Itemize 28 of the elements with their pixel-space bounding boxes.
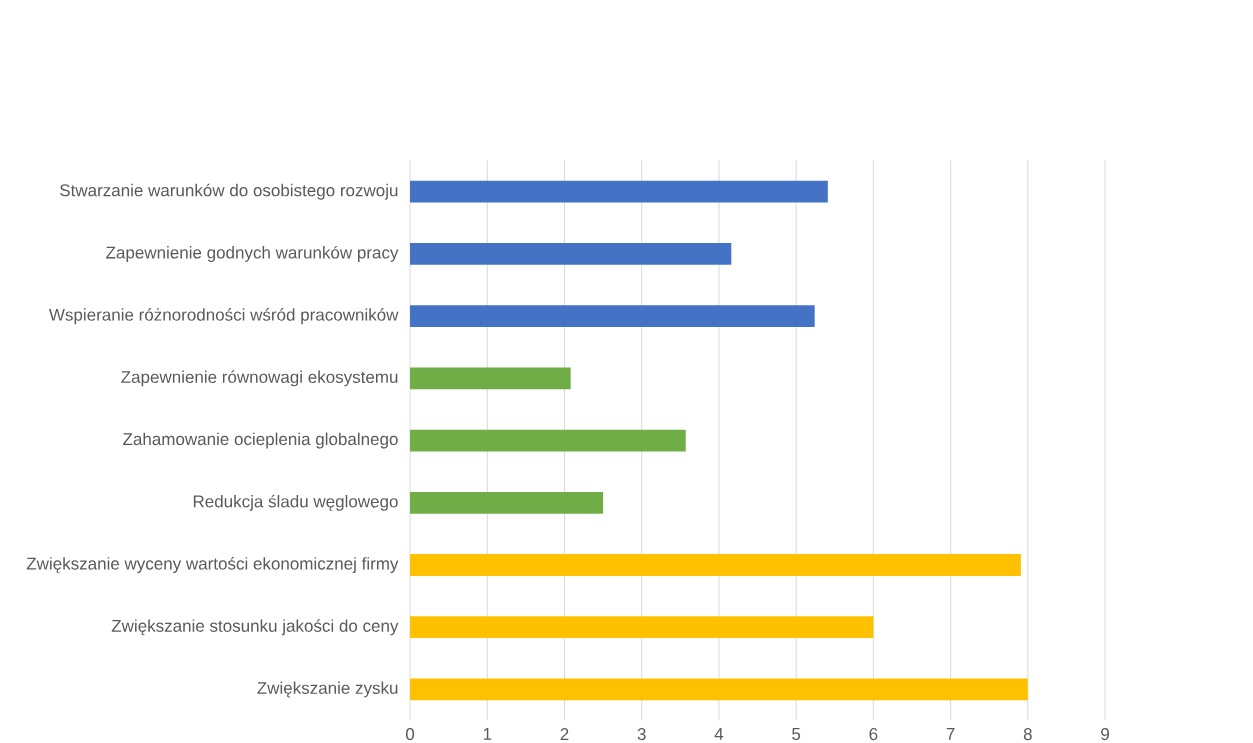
- y-tick-label: Zapewnienie równowagi ekosystemu: [121, 370, 398, 387]
- y-tick-label: Zwiększanie stosunku jakości do ceny: [111, 618, 399, 636]
- bar: [410, 242, 732, 265]
- x-tick-label: 6: [869, 727, 878, 740]
- x-tick-label: 1: [483, 727, 492, 740]
- y-tick-label: Zapewnienie godnych warunków pracy: [106, 245, 399, 262]
- x-tick-label: 5: [792, 727, 801, 740]
- x-tick-label: 4: [714, 727, 724, 740]
- y-tick-label: Redukcja śladu węglowego: [193, 494, 398, 511]
- bar: [410, 305, 815, 327]
- bar: [410, 180, 828, 203]
- x-tick-label: 2: [560, 727, 569, 740]
- y-tick-label: Stwarzanie warunków do osobistego rozwoju: [60, 183, 398, 200]
- bar: [410, 678, 1028, 701]
- x-tick-label: 0: [405, 727, 415, 740]
- x-tick-label: 8: [1023, 727, 1032, 740]
- bar: [410, 367, 571, 390]
- x-tick-label: 9: [1101, 727, 1109, 740]
- y-tick-label: Zahamowanie ocieplenia globalnego: [123, 432, 398, 449]
- bar: [410, 429, 686, 452]
- y-tick-label: Zwiększanie wyceny wartości ekonomicznej firmy: [26, 556, 399, 573]
- bar: [410, 491, 604, 514]
- bar: [410, 616, 874, 638]
- y-tick-label: Zwiększanie zysku: [257, 681, 398, 698]
- x-tick-label: 3: [637, 727, 646, 740]
- y-tick-label: Wspieranie różnorodności wśród pracowników: [49, 307, 399, 324]
- x-tick-label: 7: [946, 727, 955, 740]
- bar: [410, 553, 1021, 576]
